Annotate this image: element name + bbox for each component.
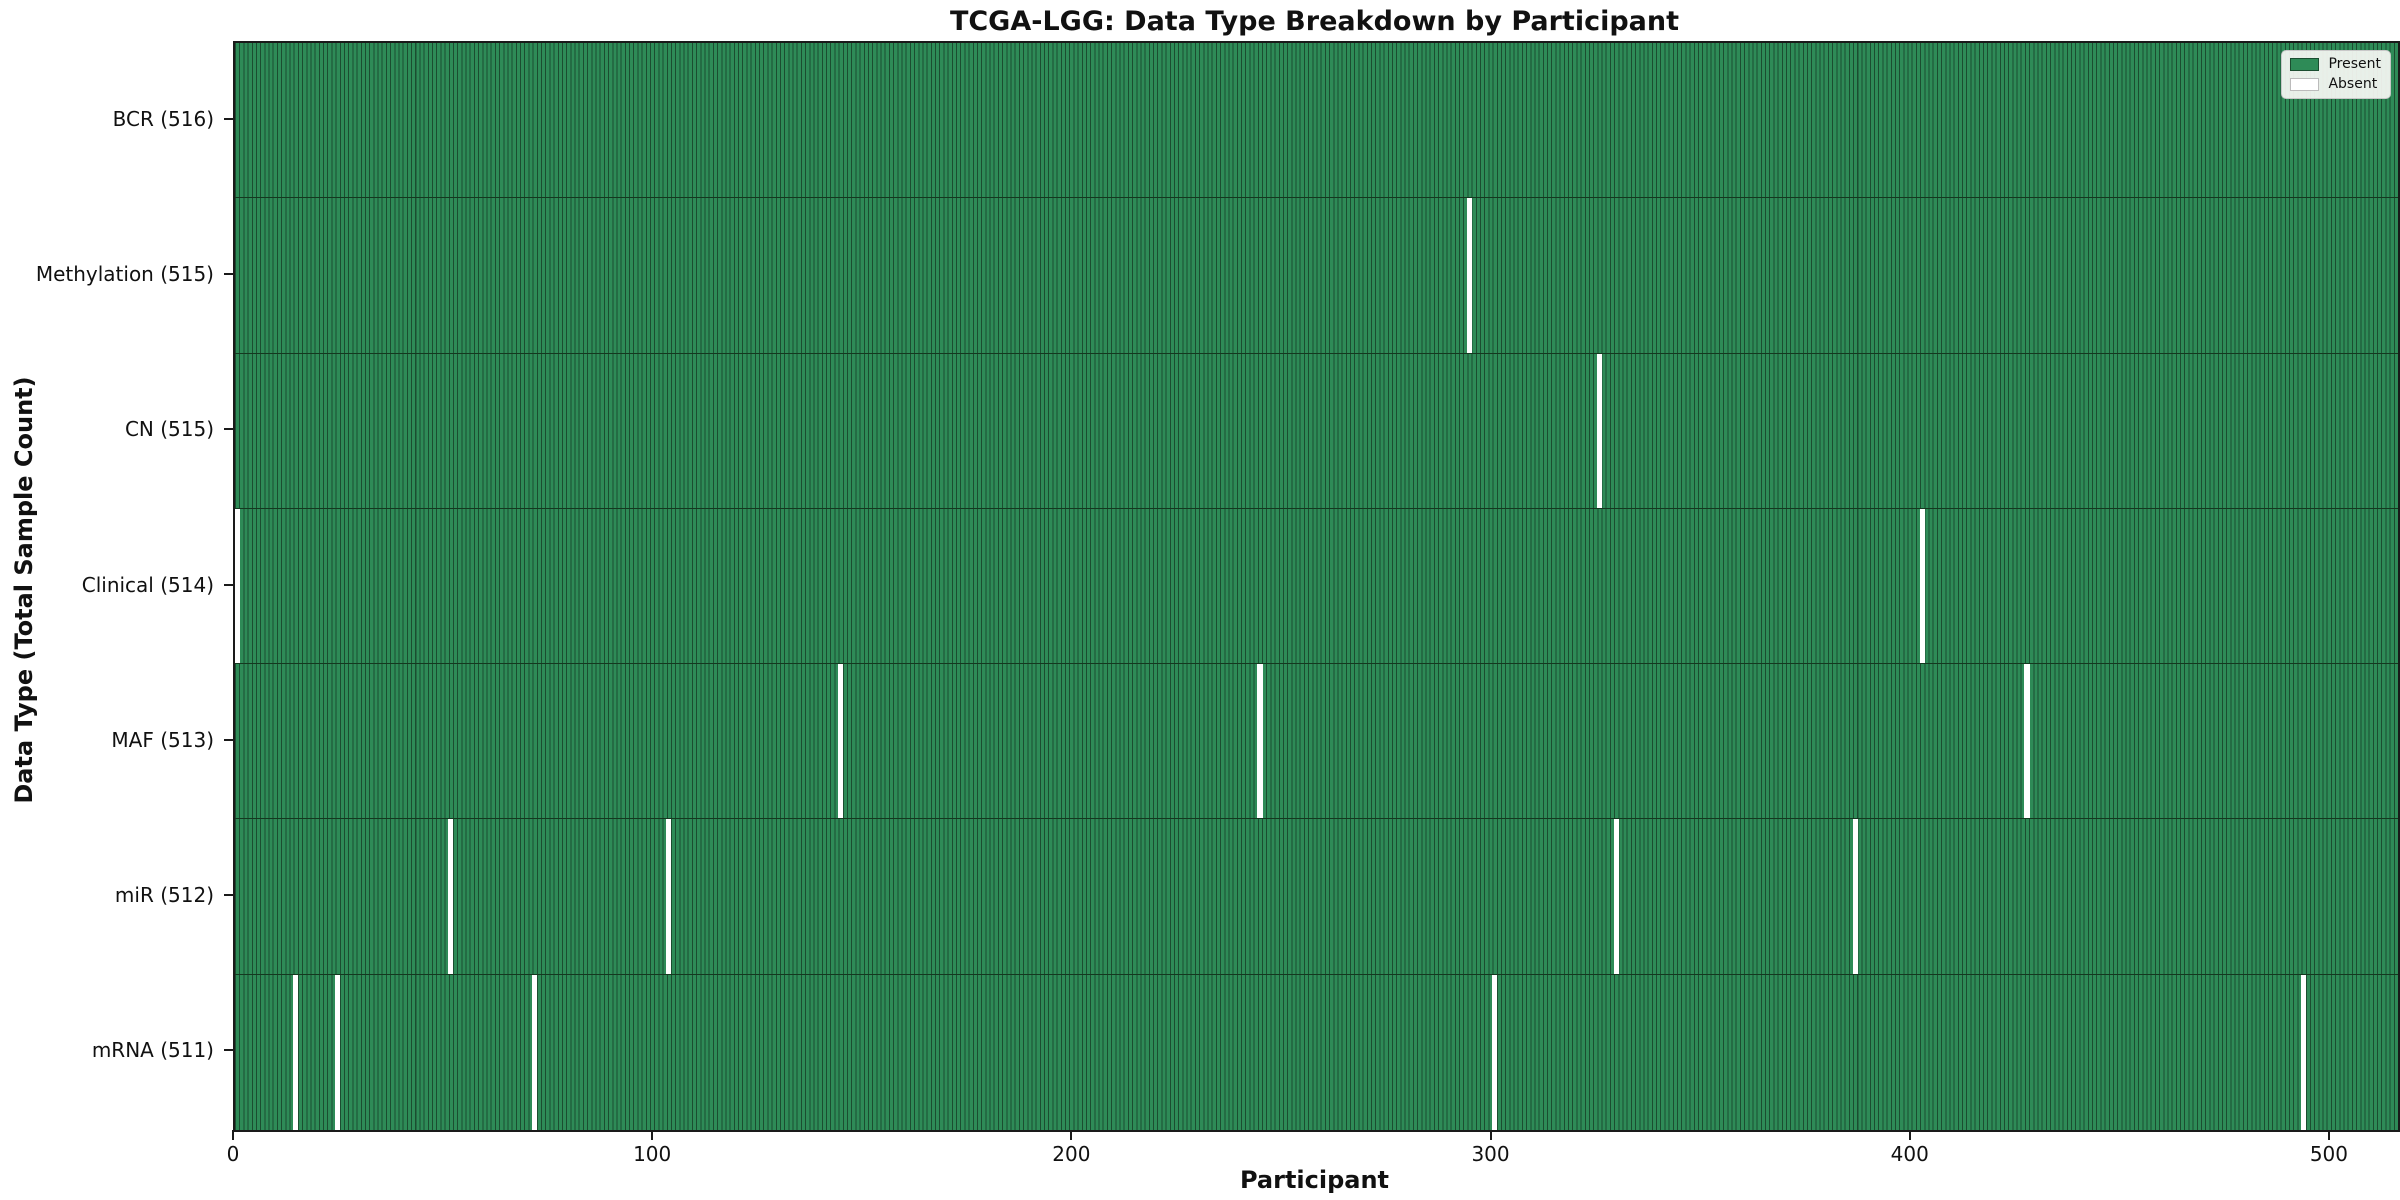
x-tick-label: 500 bbox=[2309, 1142, 2349, 1166]
heatmap-row bbox=[235, 198, 2398, 354]
x-tick-mark bbox=[651, 1130, 654, 1140]
x-tick-mark bbox=[2327, 1130, 2330, 1140]
absent-cell bbox=[448, 819, 454, 974]
y-tick-mark bbox=[224, 117, 233, 120]
x-tick-mark bbox=[1489, 1130, 1492, 1140]
y-tick-label: mRNA (511) bbox=[91, 1038, 214, 1063]
y-tick-mark bbox=[224, 738, 233, 741]
x-tick-label: 100 bbox=[633, 1142, 672, 1166]
heatmap-row bbox=[235, 664, 2398, 820]
heatmap-row bbox=[235, 974, 2398, 1130]
x-tick-label: 300 bbox=[1471, 1142, 1510, 1166]
absent-cell bbox=[838, 664, 844, 819]
x-tick-mark bbox=[232, 1130, 234, 1140]
legend-label-absent: Absent bbox=[2328, 76, 2378, 92]
heatmap-row bbox=[235, 819, 2398, 975]
y-tick-label: Methylation (515) bbox=[35, 261, 214, 286]
absent-cell bbox=[2024, 664, 2030, 819]
absent-cell bbox=[1613, 819, 1619, 974]
y-tick-mark bbox=[224, 894, 233, 897]
legend-item-absent: Absent bbox=[2290, 76, 2381, 92]
absent-cell bbox=[1596, 353, 1603, 508]
legend-item-present: Present bbox=[2290, 56, 2381, 72]
legend-swatch-present-icon bbox=[2290, 57, 2320, 71]
y-tick-mark bbox=[224, 1049, 233, 1052]
y-tick-label: BCR (516) bbox=[112, 106, 214, 131]
legend-label-present: Present bbox=[2328, 56, 2381, 72]
heatmap-row bbox=[234, 508, 2398, 665]
absent-cell bbox=[1257, 664, 1263, 819]
x-tick-label: 400 bbox=[1890, 1142, 1929, 1166]
absent-cell bbox=[1466, 198, 1473, 353]
x-tick-mark bbox=[1070, 1130, 1073, 1140]
heatmap-row bbox=[235, 353, 2398, 509]
absent-cell bbox=[1919, 508, 1925, 664]
x-axis-label: Participant bbox=[1239, 1166, 1390, 1194]
legend-swatch-absent-icon bbox=[2290, 77, 2320, 91]
chart-title: TCGA-LGG: Data Type Breakdown by Partici… bbox=[949, 6, 1680, 37]
absent-cell bbox=[1492, 974, 1498, 1130]
heatmap-plot-area: Present Absent bbox=[233, 41, 2400, 1132]
y-tick-mark bbox=[224, 583, 233, 586]
heatmap-row bbox=[235, 43, 2398, 199]
absent-cell bbox=[1852, 819, 1858, 974]
absent-cell bbox=[293, 974, 299, 1130]
y-tick-label: MAF (513) bbox=[111, 727, 214, 752]
y-tick-label: miR (512) bbox=[114, 883, 214, 908]
absent-cell bbox=[234, 508, 240, 664]
legend: Present Absent bbox=[2281, 50, 2391, 99]
x-tick-label: 0 bbox=[226, 1142, 240, 1166]
y-tick-mark bbox=[224, 272, 233, 275]
y-tick-label: Clinical (514) bbox=[81, 572, 214, 597]
absent-cell bbox=[2301, 974, 2307, 1130]
y-tick-label: CN (515) bbox=[124, 417, 214, 442]
y-axis-label: Data Type (Total Sample Count) bbox=[10, 376, 38, 804]
absent-cell bbox=[666, 819, 672, 974]
absent-cell bbox=[532, 974, 538, 1130]
absent-cell bbox=[335, 974, 341, 1130]
x-tick-mark bbox=[1908, 1130, 1911, 1140]
x-tick-label: 200 bbox=[1052, 1142, 1091, 1166]
y-tick-mark bbox=[224, 428, 233, 431]
